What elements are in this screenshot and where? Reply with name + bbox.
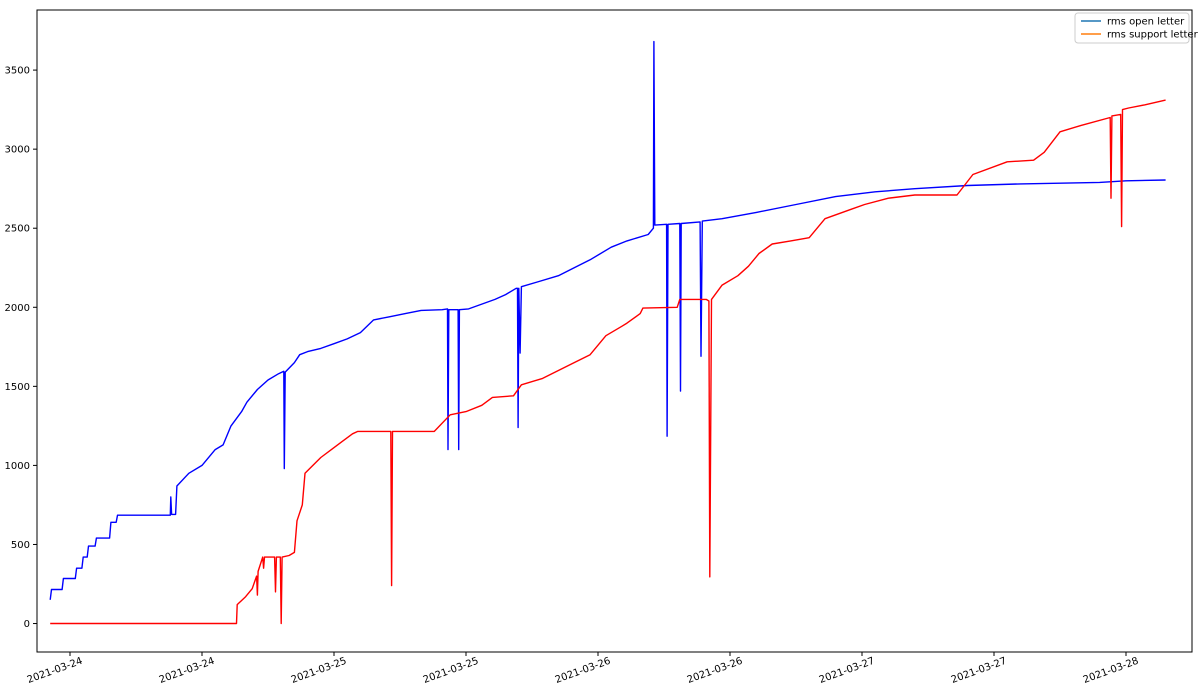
- y-tick-label: 1000: [5, 461, 30, 472]
- legend-label-rms-support-letter: rms support letter: [1107, 30, 1199, 41]
- x-tick-label: 2021-03-25: [290, 656, 348, 686]
- x-tick-label: 2021-03-25: [422, 656, 480, 686]
- series-layer: [49, 40, 1166, 625]
- legend: rms open letter rms support letter: [1074, 12, 1199, 44]
- x-tick-label: 2021-03-27: [818, 656, 876, 686]
- series-line-rms-open-letter: [49, 40, 1166, 600]
- series-line-rms-support-letter: [50, 99, 1166, 625]
- y-tick-label: 3500: [5, 66, 30, 77]
- x-tick-label: 2021-03-24: [26, 656, 84, 686]
- x-tick-label: 2021-03-26: [686, 656, 744, 686]
- legend-box: [1074, 12, 1190, 44]
- plot-frame: [36, 9, 1193, 653]
- y-tick-label: 1500: [5, 382, 30, 393]
- y-tick-label: 2500: [5, 224, 30, 235]
- y-tick-label: 2000: [5, 303, 30, 314]
- y-tick-label: 500: [11, 540, 30, 551]
- x-tick-label: 2021-03-24: [158, 656, 216, 686]
- x-tick-label: 2021-03-26: [554, 656, 612, 686]
- y-axis: 0 500 1000 1500 2000 2500 3000 3500: [5, 66, 37, 630]
- x-tick-label: 2021-03-27: [950, 656, 1008, 686]
- y-tick-label: 3000: [5, 145, 30, 156]
- x-tick-label: 2021-03-28: [1082, 656, 1140, 686]
- legend-label-rms-open-letter: rms open letter: [1107, 17, 1185, 28]
- y-tick-label: 0: [24, 619, 30, 630]
- x-axis: 2021-03-24 2021-03-24 2021-03-25 2021-03-25…: [26, 652, 1140, 686]
